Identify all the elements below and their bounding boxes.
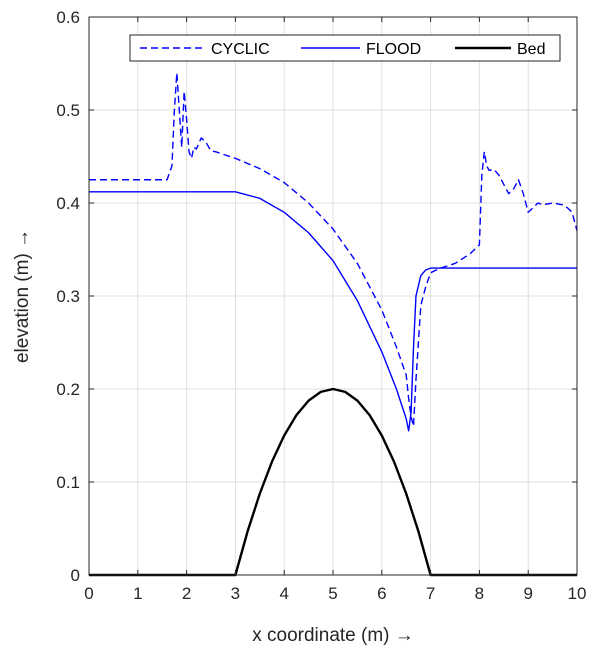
- y-axis-label: elevation (m) →: [12, 229, 33, 363]
- x-tick-label: 2: [182, 584, 191, 603]
- legend-label-cyclic: CYCLIC: [211, 41, 270, 58]
- y-tick-label: 0: [71, 566, 80, 585]
- series-line-bed: [89, 387, 577, 577]
- legend: CYCLIC FLOOD Bed: [129, 34, 561, 62]
- x-tick-label: 9: [523, 584, 532, 603]
- y-tick-label: 0.3: [56, 287, 80, 306]
- series-line-flood: [89, 191, 577, 432]
- x-tick-label: 5: [328, 584, 337, 603]
- series-line-cyclic: [89, 72, 578, 427]
- legend-label-flood: FLOOD: [366, 41, 421, 58]
- x-tick-label: 4: [279, 584, 288, 603]
- y-tick-label: 0.4: [56, 194, 80, 213]
- y-tick-label: 0.2: [56, 380, 80, 399]
- y-tick-label: 0.6: [56, 8, 80, 27]
- x-tick-label: 6: [377, 584, 386, 603]
- x-tick-label: 3: [231, 584, 240, 603]
- y-tick-label: 0.5: [56, 101, 80, 120]
- x-tick-label: 7: [426, 584, 435, 603]
- x-tick-label: 8: [475, 584, 484, 603]
- x-tick-label: 1: [133, 584, 142, 603]
- x-axis-label: x coordinate (m) →: [252, 625, 414, 646]
- x-tick-label: 0: [84, 584, 93, 603]
- x-tick-label: 10: [568, 584, 587, 603]
- series-group: [89, 72, 578, 577]
- y-tick-label: 0.1: [56, 473, 80, 492]
- ticks: 0 1 2 3 4 5 6 7 8 9 10 0 0.1 0.2 0.3 0.4 0.5 0.6: [56, 8, 586, 603]
- legend-label-bed: Bed: [517, 41, 545, 58]
